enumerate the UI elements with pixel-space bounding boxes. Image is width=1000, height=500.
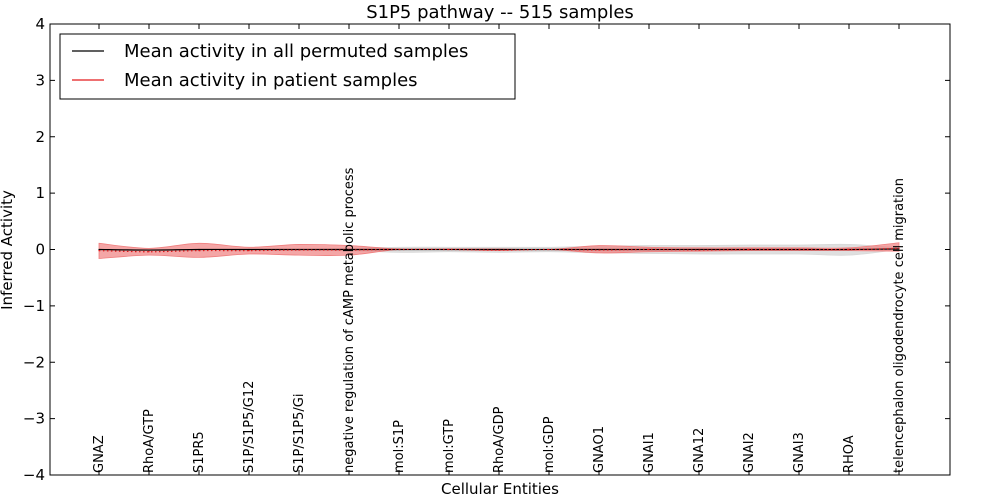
x-category-label: GNAI1 bbox=[642, 432, 657, 473]
legend-box bbox=[59, 33, 516, 100]
legend-label-patient: Mean activity in patient samples bbox=[124, 70, 418, 91]
x-axis-label: Cellular Entities bbox=[441, 480, 559, 498]
y-tick-label: 1 bbox=[35, 184, 45, 202]
data-point-patient bbox=[648, 248, 650, 251]
data-point-patient bbox=[398, 248, 400, 251]
x-category-label: GNAZ bbox=[92, 435, 107, 473]
x-category-label: GNA12 bbox=[692, 428, 707, 473]
legend-label-permuted: Mean activity in all permuted samples bbox=[124, 41, 468, 62]
y-tick-label: 2 bbox=[35, 128, 45, 146]
data-point-permuted bbox=[248, 248, 250, 251]
data-point-patient bbox=[598, 249, 600, 251]
x-category-label: GNAO1 bbox=[592, 426, 607, 473]
data-point-patient bbox=[348, 249, 350, 251]
x-category-label: S1P/S1P5/G12 bbox=[242, 381, 257, 473]
x-category-label: RhoA/GTP bbox=[142, 409, 157, 473]
chart-title: S1P5 pathway -- 515 samples bbox=[366, 2, 634, 23]
x-category-label: negative regulation of cAMP metabolic pr… bbox=[342, 167, 357, 473]
data-point-permuted bbox=[148, 249, 150, 251]
x-category-label: telencephalon oligodendrocyte cell migra… bbox=[892, 178, 907, 473]
x-category-label: RHOA bbox=[842, 435, 857, 473]
x-axis: GNAZ RhoA/GTP S1PR5 S1P/S1P5/G12 S1P/S1P5/Gi… bbox=[92, 24, 907, 475]
y-tick-label: −3 bbox=[23, 410, 45, 428]
data-point-patient bbox=[248, 250, 250, 252]
y-tick-label: −2 bbox=[23, 353, 45, 371]
y-axis-label: Inferred Activity bbox=[0, 190, 16, 310]
data-point-patient bbox=[98, 250, 100, 252]
data-point-patient bbox=[548, 248, 550, 251]
data-point-patient bbox=[898, 247, 900, 249]
data-point-permuted bbox=[98, 248, 100, 251]
data-point-permuted bbox=[198, 248, 200, 251]
data-point-patient bbox=[798, 248, 800, 251]
x-category-label: RhoA/GDP bbox=[492, 406, 507, 473]
y-tick-label: −4 bbox=[23, 466, 45, 484]
series-lines bbox=[98, 247, 900, 253]
x-category-label: mol:GTP bbox=[442, 419, 457, 473]
data-point-patient bbox=[448, 248, 450, 251]
y-tick-label: −1 bbox=[23, 297, 45, 315]
x-category-label: GNAI2 bbox=[742, 432, 757, 473]
data-point-patient bbox=[198, 250, 200, 252]
y-tick-label: 0 bbox=[35, 241, 45, 259]
y-tick-label: 3 bbox=[35, 71, 45, 89]
data-point-patient bbox=[498, 249, 500, 251]
data-point-patient bbox=[748, 248, 750, 251]
x-category-label: mol:GDP bbox=[542, 416, 557, 473]
x-category-label: GNAI3 bbox=[792, 432, 807, 473]
y-tick-label: 4 bbox=[35, 15, 45, 33]
x-category-label: mol:S1P bbox=[392, 420, 407, 473]
data-point-patient bbox=[848, 248, 850, 251]
y-axis: −4 −3 −2 −1 0 1 2 3 4 bbox=[23, 15, 950, 484]
legend: Mean activity in all permuted samples Me… bbox=[59, 33, 516, 100]
data-point-patient bbox=[148, 251, 150, 253]
data-point-patient bbox=[298, 249, 300, 251]
x-category-label: S1P/S1P5/Gi bbox=[292, 394, 307, 473]
x-category-label: S1PR5 bbox=[192, 431, 207, 473]
data-point-patient bbox=[698, 249, 700, 251]
